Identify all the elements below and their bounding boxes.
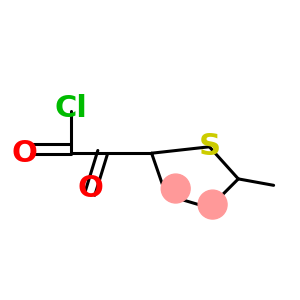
Text: S: S xyxy=(198,132,220,161)
Circle shape xyxy=(198,190,227,219)
Text: Cl: Cl xyxy=(55,94,88,123)
Circle shape xyxy=(161,174,190,203)
Text: O: O xyxy=(78,174,104,203)
Text: O: O xyxy=(12,139,38,168)
